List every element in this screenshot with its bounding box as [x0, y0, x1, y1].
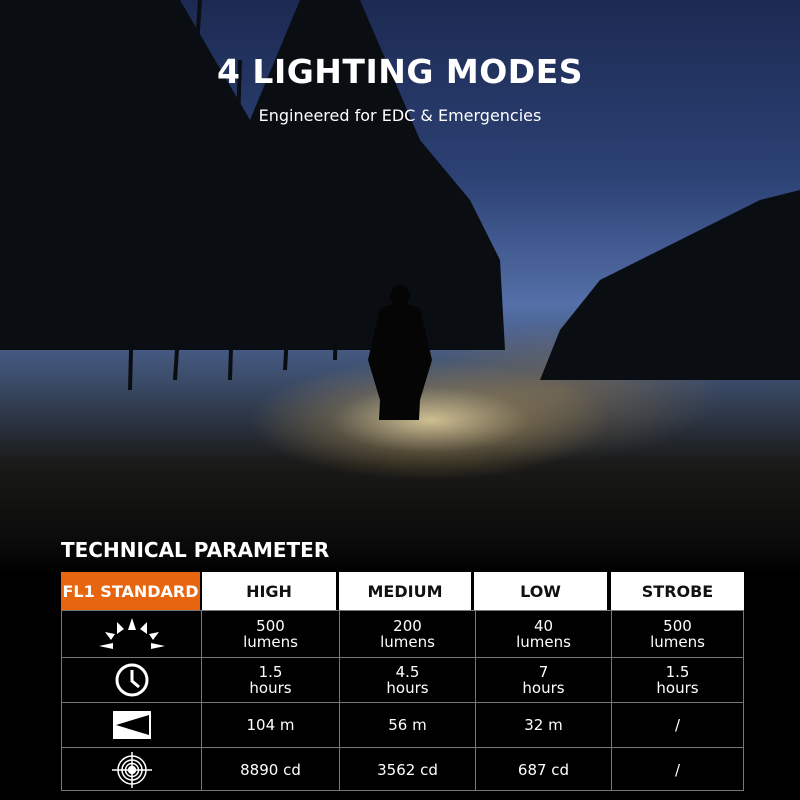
intensity-target-icon	[62, 748, 201, 791]
table-cell: 8890 cd	[201, 748, 339, 791]
table-cell: 200 lumens	[339, 611, 475, 657]
brightness-sun-icon	[62, 611, 201, 657]
table-row-distance: 104 m 56 m 32 m /	[62, 702, 743, 747]
table-cell: /	[611, 748, 743, 791]
table-cell: 4.5 hours	[339, 658, 475, 702]
parameter-table: FL1 STANDARD HIGH MEDIUM LOW STROBE 500 l…	[61, 572, 744, 791]
table-row-brightness: 500 lumens 200 lumens 40 lumens 500 lumens	[62, 611, 743, 657]
table-row-intensity: 8890 cd 3562 cd 687 cd /	[62, 747, 743, 791]
clock-icon	[62, 658, 201, 702]
column-header-low: LOW	[474, 572, 607, 610]
table-body: 500 lumens 200 lumens 40 lumens 500 lumens 1…	[61, 610, 744, 791]
section-title: TECHNICAL PARAMETER	[61, 538, 330, 562]
table-cell: 687 cd	[475, 748, 611, 791]
table-cell: 40 lumens	[475, 611, 611, 657]
table-cell: 32 m	[475, 703, 611, 747]
table-cell: 500 lumens	[201, 611, 339, 657]
table-cell: /	[611, 703, 743, 747]
table-row-runtime: 1.5 hours 4.5 hours 7 hours 1.5 hours	[62, 657, 743, 702]
table-cell: 56 m	[339, 703, 475, 747]
corner-label: FL1 STANDARD	[61, 572, 200, 610]
beam-distance-icon	[62, 703, 201, 747]
table-cell: 104 m	[201, 703, 339, 747]
page-subtitle: Engineered for EDC & Emergencies	[258, 106, 542, 125]
table-cell: 1.5 hours	[201, 658, 339, 702]
table-cell: 1.5 hours	[611, 658, 743, 702]
column-header-high: HIGH	[202, 572, 336, 610]
table-cell: 500 lumens	[611, 611, 743, 657]
person-silhouette	[368, 285, 432, 420]
page-title: 4 LIGHTING MODES	[216, 52, 584, 91]
column-header-strobe: STROBE	[611, 572, 744, 610]
table-cell: 3562 cd	[339, 748, 475, 791]
forest-silhouette	[0, 0, 800, 420]
table-cell: 7 hours	[475, 658, 611, 702]
column-header-medium: MEDIUM	[339, 572, 471, 610]
